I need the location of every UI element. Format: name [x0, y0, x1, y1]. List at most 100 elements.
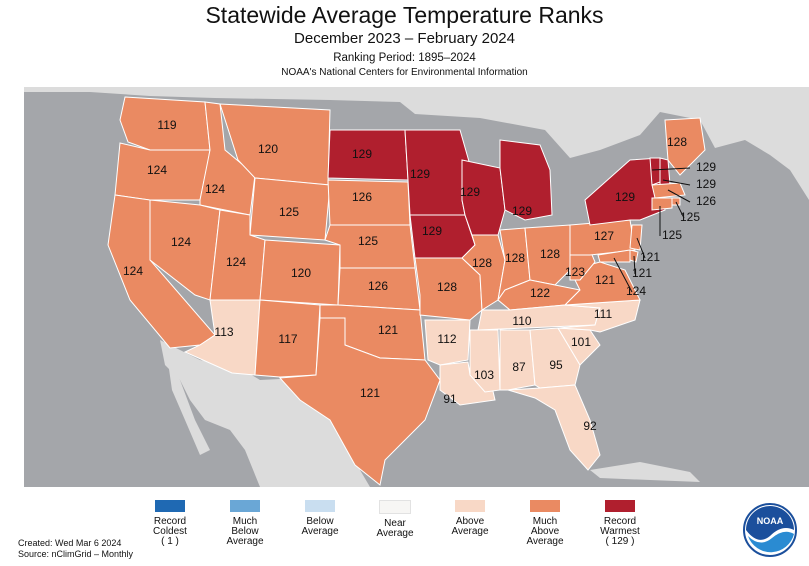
- period-subtitle: December 2023 – February 2024: [294, 30, 515, 47]
- rank-label-tx: 121: [360, 386, 380, 400]
- legend-label: Record Coldest( 1 ): [153, 516, 187, 547]
- rank-label-vt: 129: [696, 160, 716, 174]
- rank-label-ne: 125: [358, 234, 378, 248]
- legend-item-much-above: Much Above Average: [505, 500, 585, 547]
- footer: Created: Wed Mar 6 2024 Source: nClimGri…: [18, 538, 133, 560]
- legend-label: Record Warmest( 129 ): [600, 516, 640, 547]
- legend-item-record-coldest: Record Coldest( 1 ): [130, 500, 210, 547]
- rank-label-ma: 126: [696, 194, 716, 208]
- rank-label-id: 124: [205, 182, 225, 196]
- state-ny: [584, 157, 666, 226]
- rank-label-ca: 124: [123, 264, 143, 278]
- rank-label-nj: 121: [640, 250, 660, 264]
- rank-label-co: 120: [291, 266, 311, 280]
- legend-label: Above Average: [451, 516, 489, 537]
- legend-swatch: [305, 500, 335, 512]
- rank-label-md: 124: [626, 284, 646, 298]
- rank-label-in: 128: [505, 251, 525, 265]
- state-oh: [524, 224, 576, 286]
- title-block: Statewide Average Temperature Ranks Dece…: [0, 0, 809, 80]
- agency-credit: NOAA's National Centers for Environmenta…: [281, 67, 528, 78]
- legend-swatch: [455, 500, 485, 512]
- mexico-land: [160, 340, 370, 487]
- rank-label-or: 124: [147, 163, 167, 177]
- rank-label-ky: 122: [530, 286, 550, 300]
- callout-line-ri: [675, 201, 685, 219]
- rank-label-ok: 121: [378, 323, 398, 337]
- rank-label-wy: 125: [279, 205, 299, 219]
- us-temperature-rank-map: 119 124 124 124 124 120 125 124 120 113 117 129 126 1…: [24, 87, 809, 487]
- rank-label-il: 128: [472, 256, 492, 270]
- rank-label-va: 121: [595, 273, 615, 287]
- rank-label-me: 128: [667, 135, 687, 149]
- rank-label-ar: 112: [437, 332, 456, 346]
- state-ct: [651, 197, 673, 211]
- rank-label-mn: 129: [410, 167, 430, 181]
- rank-label-ny: 129: [615, 190, 635, 204]
- map-title: Statewide Average Temperature Ranks: [205, 2, 604, 28]
- state-nc: [557, 299, 641, 333]
- state-fl: [507, 384, 601, 471]
- state-me: [664, 117, 706, 176]
- rank-label-sc: 101: [571, 335, 591, 349]
- rank-label-wi: 129: [460, 185, 480, 199]
- rank-label-wa: 119: [157, 118, 176, 132]
- state-ms: [469, 329, 501, 393]
- rank-label-de: 121: [632, 266, 652, 280]
- legend-label: Much Below Average: [226, 516, 264, 547]
- rank-label-ct: 125: [662, 228, 682, 242]
- state-tx: [278, 317, 441, 486]
- rank-label-ri: 125: [680, 210, 700, 224]
- rank-label-al: 87: [512, 360, 526, 374]
- legend: Record Coldest( 1 ) Much Below Average Below A…: [130, 500, 650, 560]
- cuba-land: [590, 462, 700, 482]
- rank-label-nh: 129: [696, 177, 716, 191]
- rank-label-ia: 129: [422, 224, 442, 238]
- callout-line-nj: [636, 237, 646, 259]
- callout-line-ma: [667, 189, 691, 203]
- rank-label-oh: 128: [540, 247, 560, 261]
- logo-text: NOAA: [757, 516, 784, 526]
- rank-label-ga: 95: [549, 358, 563, 372]
- state-ri: [671, 197, 681, 206]
- rank-label-nd: 129: [352, 147, 372, 161]
- callout-line-md: [613, 257, 633, 293]
- state-mi: [499, 139, 553, 221]
- legend-swatch: [530, 500, 560, 512]
- rank-label-ks: 126: [368, 279, 388, 293]
- rank-label-nv: 124: [171, 235, 191, 249]
- legend-item-much-below: Much Below Average: [205, 500, 285, 547]
- callout-line-de: [633, 255, 636, 275]
- rank-label-ms: 103: [474, 368, 494, 382]
- data-source: Source: nClimGrid – Monthly: [18, 549, 134, 559]
- legend-item-record-warmest: Record Warmest( 129 ): [580, 500, 660, 547]
- rank-label-mo: 128: [437, 280, 457, 294]
- callout-line-nh: [662, 179, 691, 186]
- ranking-period: Ranking Period: 1895–2024: [333, 52, 476, 64]
- state-vt: [649, 157, 661, 186]
- noaa-logo: NOAA: [743, 503, 797, 557]
- legend-label: Much Above Average: [526, 516, 564, 547]
- state-al: [499, 329, 536, 391]
- legend-swatch: [605, 500, 635, 512]
- legend-label: Below Average: [301, 516, 339, 537]
- rank-label-mi: 129: [512, 204, 532, 218]
- state-ia: [409, 214, 476, 259]
- legend-item-above: Above Average: [430, 500, 510, 537]
- canada-land: [24, 87, 809, 200]
- legend-label: Near Average: [376, 518, 414, 539]
- states-layer: [107, 96, 706, 486]
- rank-label-tn: 110: [512, 314, 531, 328]
- rank-label-wv: 123: [565, 265, 585, 279]
- legend-swatch: [155, 500, 185, 512]
- rank-label-sd: 126: [352, 190, 372, 204]
- rank-label-fl: 92: [583, 419, 597, 433]
- state-id: [199, 101, 256, 216]
- state-ar: [424, 319, 471, 366]
- labels-layer: 119 124 124 124 124 120 125 124 120 113 117 129 126 1…: [123, 118, 716, 433]
- rank-label-la: 91: [443, 392, 457, 406]
- created-date: Created: Wed Mar 6 2024: [18, 538, 122, 548]
- rank-label-az: 113: [214, 325, 233, 339]
- rank-label-nm: 117: [278, 332, 297, 346]
- legend-swatch: [379, 500, 411, 514]
